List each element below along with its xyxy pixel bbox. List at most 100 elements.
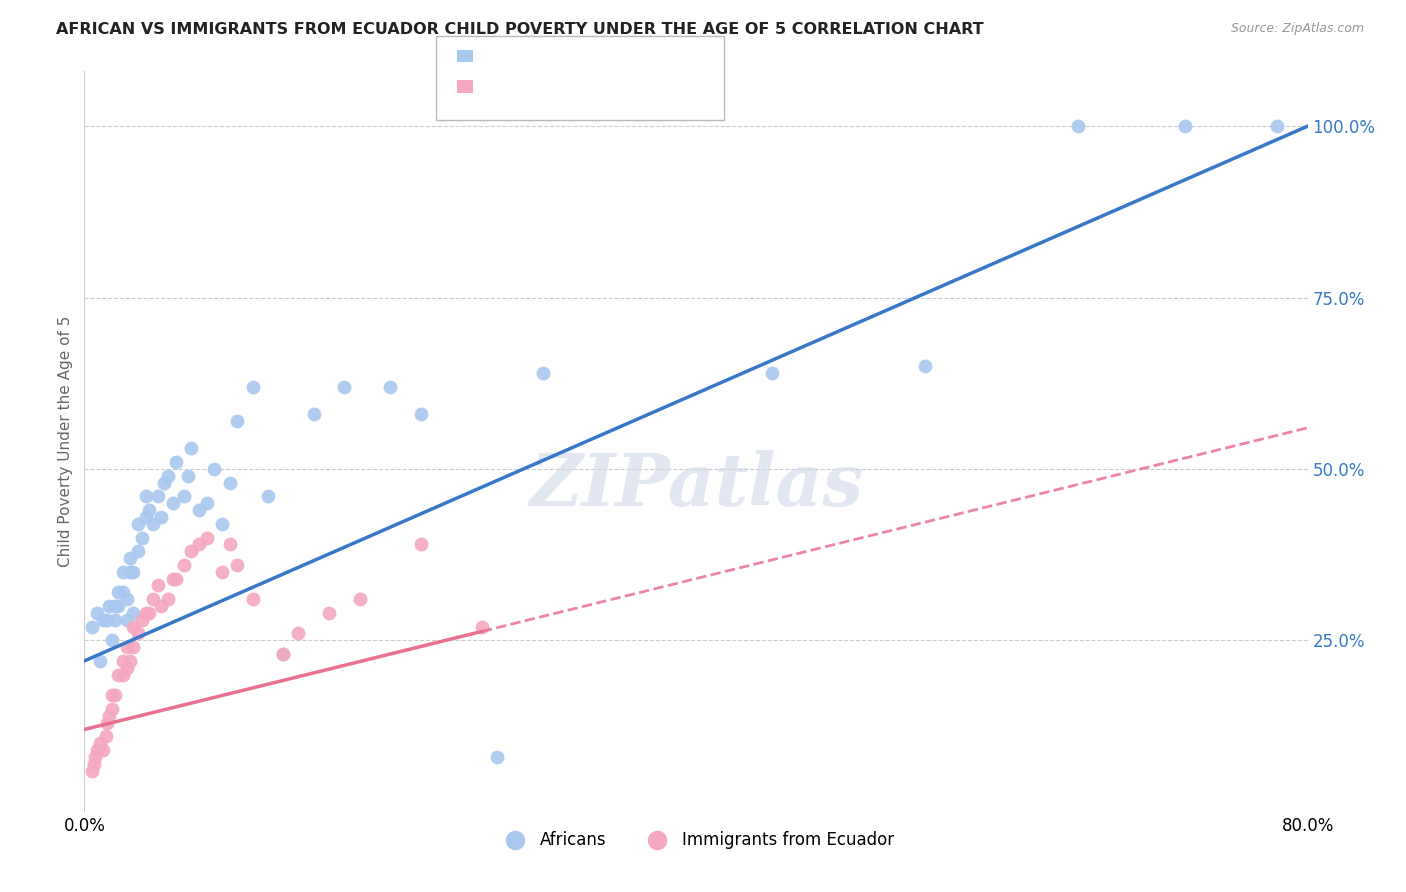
Point — [107, 599, 129, 613]
Point — [122, 619, 145, 633]
Point — [271, 647, 294, 661]
Point — [122, 640, 145, 655]
Point — [242, 380, 264, 394]
Point — [97, 599, 120, 613]
Point — [165, 455, 187, 469]
Point — [135, 489, 157, 503]
Point — [409, 407, 432, 421]
Text: R =: R = — [482, 47, 516, 62]
Point — [257, 489, 280, 503]
Point — [202, 462, 225, 476]
Point — [180, 442, 202, 456]
Point — [218, 475, 240, 490]
Text: R =: R = — [482, 78, 516, 92]
Point — [188, 503, 211, 517]
Point — [115, 613, 138, 627]
Point — [226, 414, 249, 428]
Point — [218, 537, 240, 551]
Text: 0.669: 0.669 — [515, 45, 567, 63]
Point — [242, 592, 264, 607]
Point — [333, 380, 356, 394]
Point — [157, 468, 180, 483]
Point — [115, 661, 138, 675]
Point — [127, 626, 149, 640]
Point — [127, 544, 149, 558]
Text: N =: N = — [567, 47, 610, 62]
Point — [135, 606, 157, 620]
Point — [138, 503, 160, 517]
Point — [165, 572, 187, 586]
Point — [173, 489, 195, 503]
Point — [153, 475, 176, 490]
Point — [97, 708, 120, 723]
Point — [157, 592, 180, 607]
Point — [111, 585, 134, 599]
Point — [111, 654, 134, 668]
Point — [1265, 119, 1288, 133]
Point — [138, 606, 160, 620]
Text: Source: ZipAtlas.com: Source: ZipAtlas.com — [1230, 22, 1364, 36]
Point — [349, 592, 371, 607]
Point — [91, 743, 114, 757]
Point — [120, 654, 142, 668]
Point — [188, 537, 211, 551]
Point — [486, 750, 509, 764]
Point — [107, 667, 129, 681]
Text: ZIPatlas: ZIPatlas — [529, 450, 863, 522]
Point — [211, 565, 233, 579]
Point — [149, 510, 172, 524]
Point — [104, 613, 127, 627]
Point — [131, 613, 153, 627]
Point — [80, 764, 103, 778]
Point — [761, 366, 783, 380]
Point — [107, 585, 129, 599]
Point — [1067, 119, 1090, 133]
Point — [80, 619, 103, 633]
Point — [131, 531, 153, 545]
Point — [162, 572, 184, 586]
Point — [91, 613, 114, 627]
Text: 44: 44 — [607, 76, 631, 94]
Point — [409, 537, 432, 551]
Point — [101, 702, 124, 716]
Point — [1174, 119, 1197, 133]
Y-axis label: Child Poverty Under the Age of 5: Child Poverty Under the Age of 5 — [58, 316, 73, 567]
Point — [135, 510, 157, 524]
Point — [94, 729, 117, 743]
Point — [89, 736, 111, 750]
Point — [104, 599, 127, 613]
Point — [83, 756, 105, 771]
Point — [111, 565, 134, 579]
Point — [914, 359, 936, 373]
Point — [122, 565, 145, 579]
Text: AFRICAN VS IMMIGRANTS FROM ECUADOR CHILD POVERTY UNDER THE AGE OF 5 CORRELATION : AFRICAN VS IMMIGRANTS FROM ECUADOR CHILD… — [56, 22, 984, 37]
Point — [302, 407, 325, 421]
Point — [162, 496, 184, 510]
Point — [173, 558, 195, 572]
Point — [471, 619, 494, 633]
Point — [226, 558, 249, 572]
Point — [111, 667, 134, 681]
Point — [96, 715, 118, 730]
Point — [287, 626, 309, 640]
Point — [142, 592, 165, 607]
Point — [149, 599, 172, 613]
Point — [101, 633, 124, 648]
Point — [96, 613, 118, 627]
Point — [86, 743, 108, 757]
Text: 55: 55 — [607, 45, 630, 63]
Point — [122, 606, 145, 620]
Point — [380, 380, 402, 394]
Point — [120, 565, 142, 579]
Point — [104, 688, 127, 702]
Point — [180, 544, 202, 558]
Point — [142, 516, 165, 531]
Point — [146, 489, 169, 503]
Point — [211, 516, 233, 531]
Point — [115, 592, 138, 607]
Point — [531, 366, 554, 380]
Point — [127, 516, 149, 531]
Point — [146, 578, 169, 592]
Point — [101, 688, 124, 702]
Point — [271, 647, 294, 661]
